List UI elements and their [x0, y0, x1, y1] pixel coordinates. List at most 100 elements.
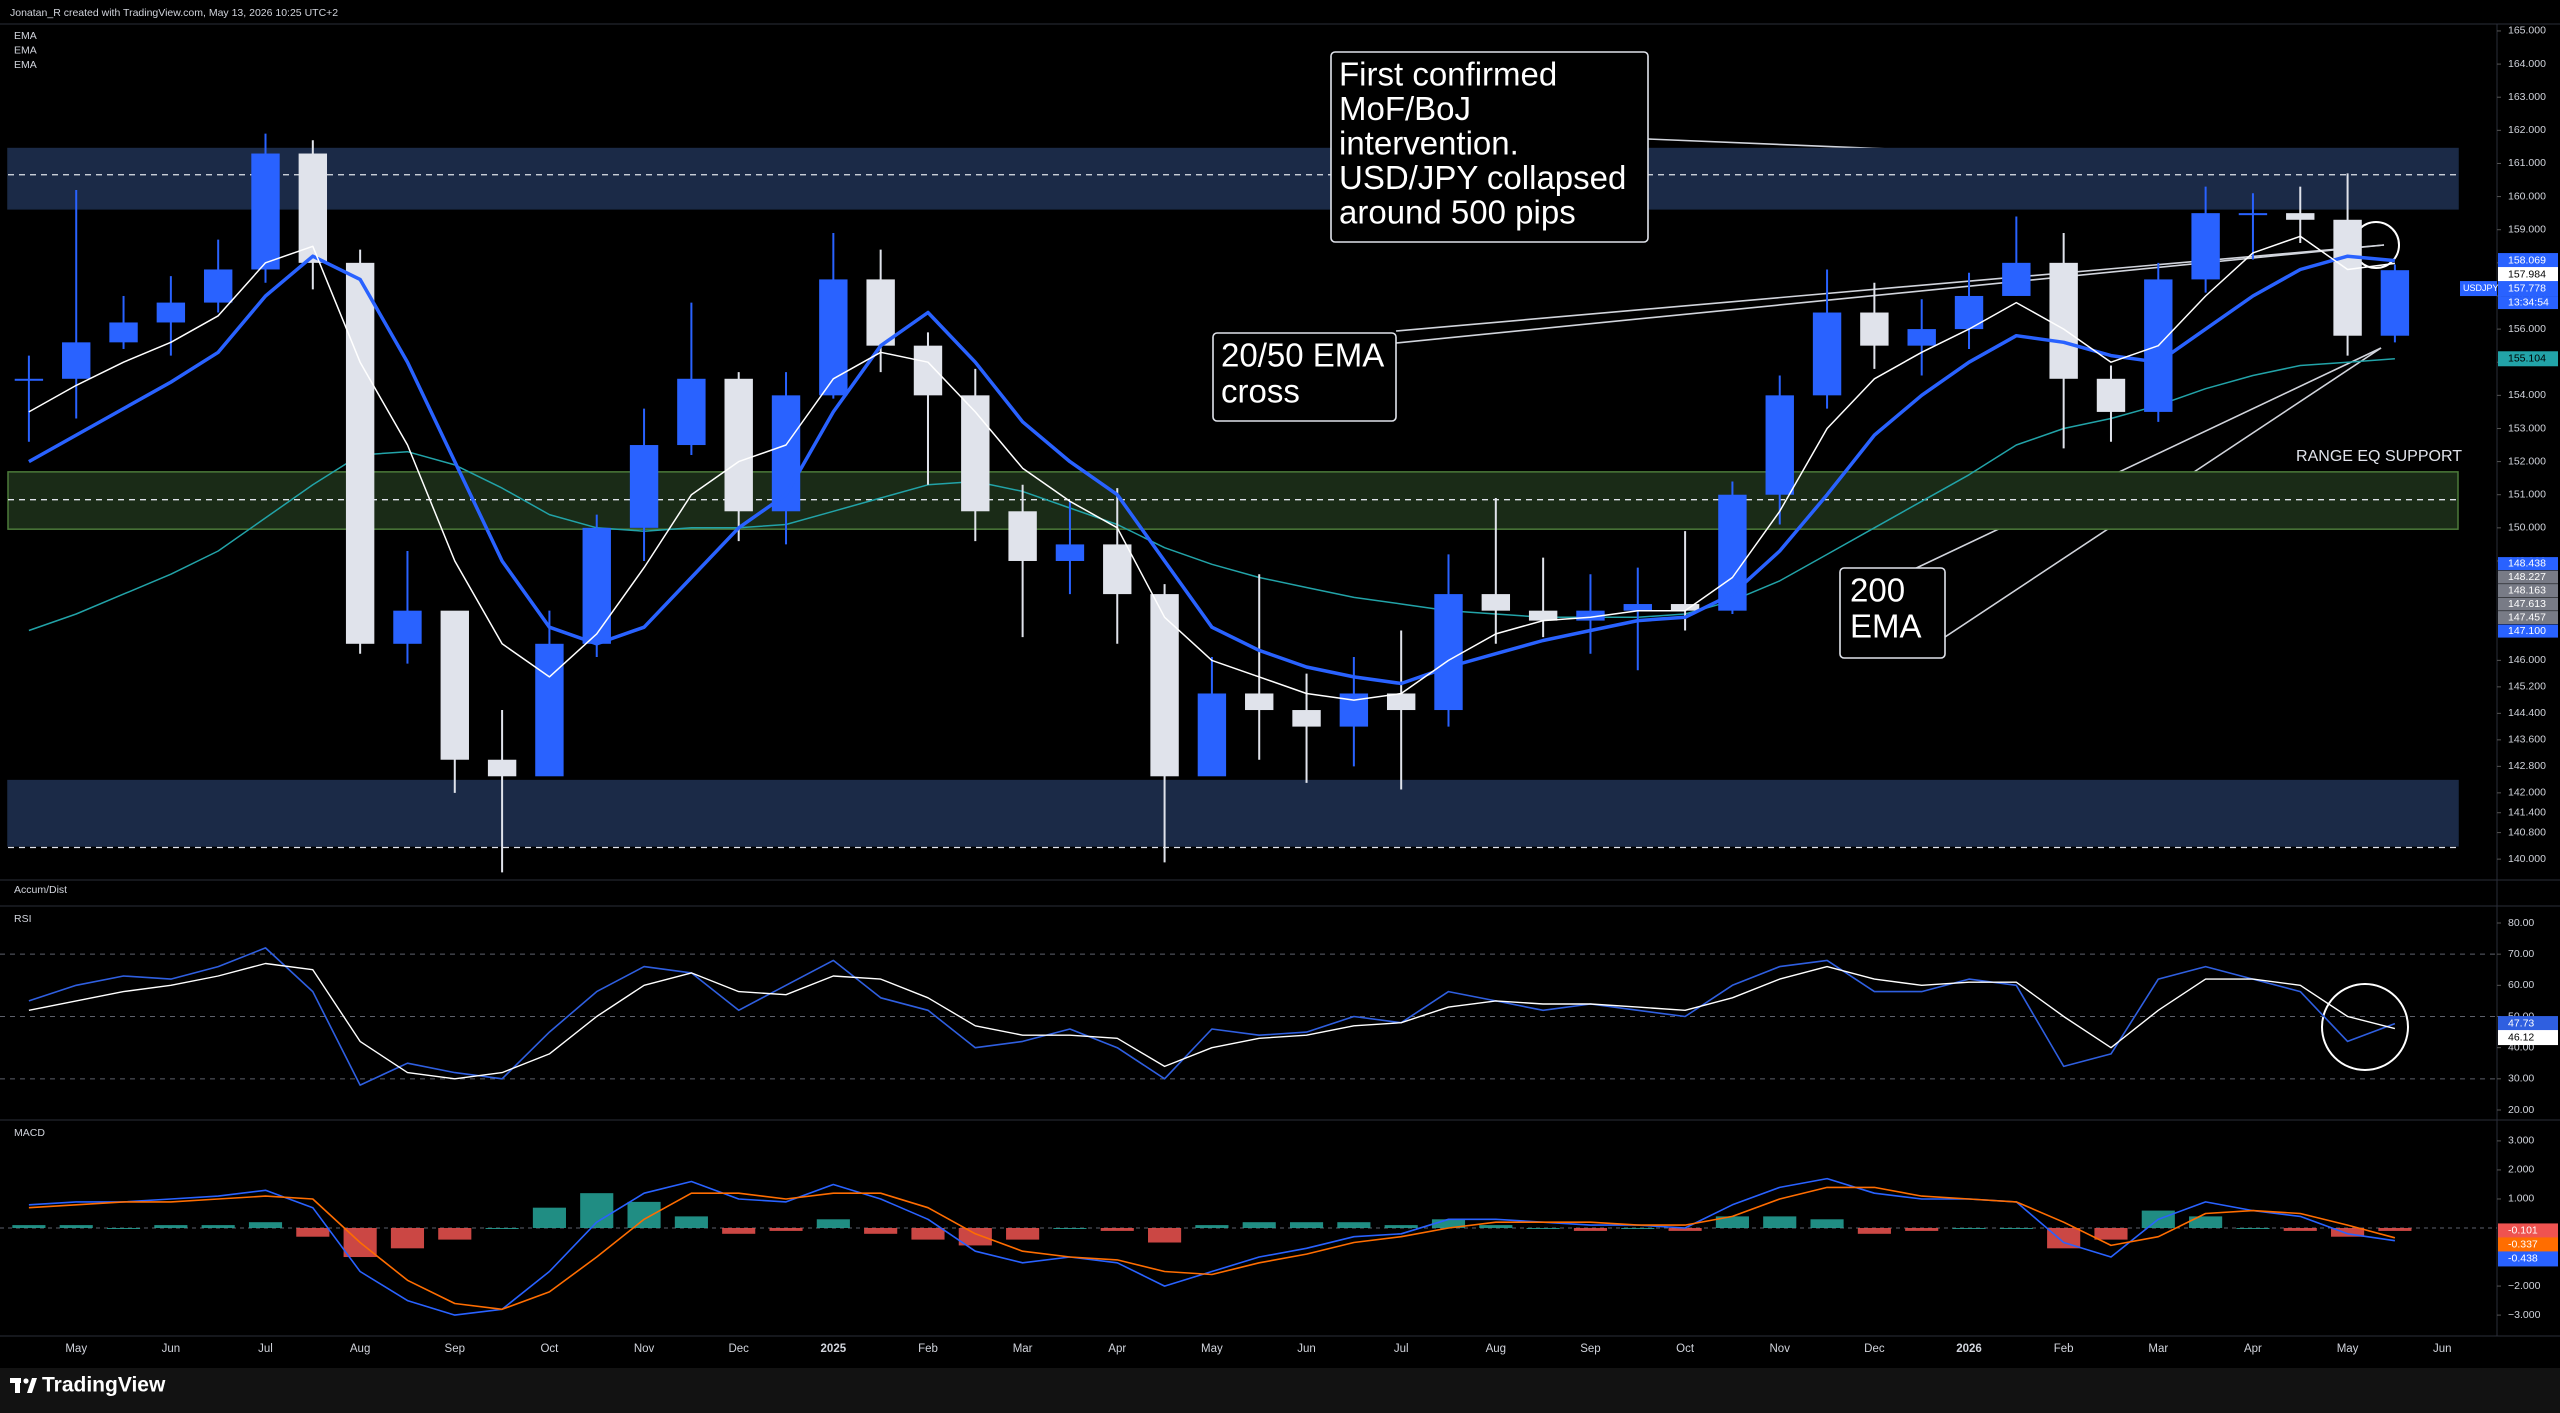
countdown-box [2498, 296, 2558, 310]
x-tick-label: Feb [918, 1343, 938, 1355]
x-tick-label: Jul [258, 1343, 273, 1355]
candle-body [109, 322, 138, 343]
histogram-bar [1526, 1228, 1560, 1229]
x-tick-label: May [2337, 1343, 2359, 1355]
zone-label: RANGE EQ SUPPORT [2296, 448, 2462, 465]
histogram-bar [1053, 1228, 1087, 1229]
price-label-box [2498, 267, 2558, 283]
y-tick-label: 141.400 [2508, 807, 2546, 819]
price-label: -0.438 [2508, 1253, 2538, 1265]
histogram-bar [12, 1225, 46, 1228]
candle-body [913, 345, 943, 396]
x-tick-label: Jul [1394, 1343, 1409, 1355]
candle-body [1576, 610, 1605, 621]
candle-body [1245, 693, 1274, 711]
histogram-bar [1715, 1216, 1749, 1228]
y-tick-label: 162.000 [2508, 124, 2546, 136]
candle-body [1623, 604, 1652, 611]
candle-body [1055, 544, 1085, 561]
candle-body [251, 153, 280, 270]
x-tick-label: Nov [634, 1343, 655, 1355]
histogram-bar [59, 1225, 93, 1228]
price-label: 158.069 [2508, 254, 2546, 266]
x-tick-label: Apr [2244, 1343, 2262, 1355]
histogram-bar [2283, 1228, 2317, 1231]
y-tick-label: 140.000 [2508, 853, 2546, 865]
y-tick-label: 60.00 [2508, 979, 2534, 991]
histogram-bar [1479, 1225, 1513, 1228]
histogram-bar [532, 1207, 566, 1228]
x-tick-label: Dec [1864, 1343, 1885, 1355]
candle-body [1528, 610, 1558, 621]
candle-body [14, 378, 44, 381]
x-tick-label: Aug [1486, 1343, 1506, 1355]
histogram-bar [1289, 1222, 1324, 1228]
ema-line [28, 358, 2395, 632]
x-tick-label: 2026 [1956, 1343, 1982, 1355]
candle-body [1907, 329, 1936, 346]
x-tick-label: Mar [2148, 1343, 2168, 1355]
histogram-bar [1999, 1228, 2033, 1229]
y-tick-label: 161.000 [2508, 157, 2546, 169]
histogram-bar [438, 1228, 472, 1240]
y-tick-label: 2.000 [2508, 1164, 2534, 1176]
annotation-text: First confirmed [1339, 56, 1557, 93]
symbol-tag: USDJPY [2463, 283, 2499, 293]
legend-entry: EMA [14, 30, 37, 42]
x-tick-label: May [65, 1343, 87, 1355]
histogram-bar [1668, 1228, 1702, 1231]
price-label: 47.73 [2508, 1017, 2534, 1029]
logo-shape [23, 1378, 29, 1384]
annotation-box [1839, 567, 1946, 659]
candle-body [1765, 395, 1794, 495]
price-label: 46.12 [2508, 1031, 2534, 1043]
y-tick-label: −2.000 [2508, 1280, 2541, 1292]
histogram-bar [769, 1228, 803, 1231]
candle-body [2238, 213, 2268, 216]
rsi-line [28, 947, 2396, 1086]
candle-body [1292, 710, 1321, 727]
histogram-bar [1857, 1228, 1891, 1234]
connector [1909, 347, 2382, 572]
price-label: 155.104 [2508, 353, 2546, 365]
logo [10, 1378, 37, 1393]
histogram-bar [864, 1228, 898, 1234]
candle-body [819, 279, 848, 396]
candle-body [487, 759, 517, 777]
histogram-bar [2094, 1228, 2128, 1240]
candle-body [2096, 378, 2126, 412]
logo-shape [27, 1378, 37, 1393]
histogram-bar [2378, 1228, 2412, 1231]
histogram-bar [248, 1222, 283, 1228]
y-tick-label: 1.000 [2508, 1193, 2534, 1205]
candle-body [1481, 594, 1511, 611]
pane-title: MACD [14, 1127, 45, 1139]
annotation-text: USD/JPY collapsed [1339, 159, 1626, 196]
histogram-bar [154, 1225, 188, 1228]
candle-body [582, 527, 611, 644]
highlight-circle [2321, 983, 2409, 1071]
pane-title: RSI [14, 913, 32, 925]
x-tick-label: Jun [2433, 1343, 2452, 1355]
price-label-box [2498, 1223, 2558, 1239]
annotation-text: EMA [1850, 608, 1922, 645]
candle-body [629, 445, 659, 528]
y-tick-label: 156.000 [2508, 323, 2546, 335]
candle-body [440, 610, 469, 760]
pane-title: Accum/Dist [14, 884, 67, 896]
histogram-bar [1952, 1228, 1986, 1229]
price-label: 148.163 [2508, 584, 2546, 596]
footer-bar [0, 1368, 2560, 1413]
legend-entry: EMA [14, 44, 37, 56]
price-label: 157.778 [2508, 282, 2546, 294]
y-tick-label: 154.000 [2508, 389, 2546, 401]
histogram-bar [1763, 1216, 1797, 1228]
x-tick-label: Sep [445, 1343, 465, 1355]
y-tick-label: 165.000 [2508, 25, 2546, 37]
symbol-tag-box [2460, 281, 2497, 297]
histogram-bar [1148, 1228, 1182, 1243]
logo-shape [15, 1378, 20, 1393]
histogram-bar [1905, 1228, 1939, 1231]
histogram-bar [911, 1228, 945, 1240]
